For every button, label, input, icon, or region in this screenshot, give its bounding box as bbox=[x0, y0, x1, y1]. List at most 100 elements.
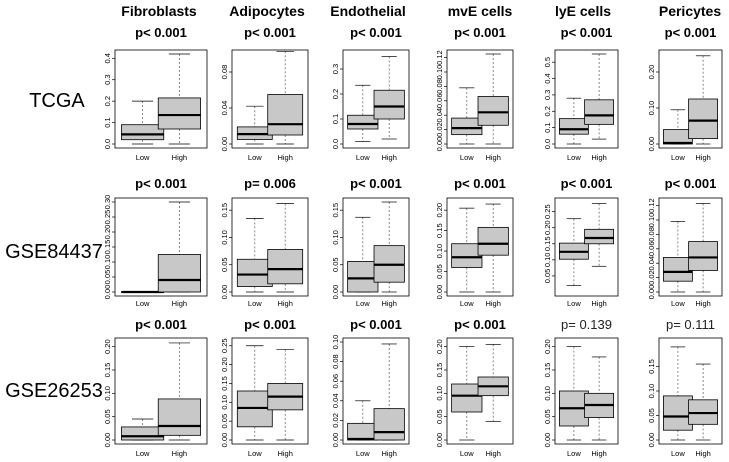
box-high bbox=[688, 363, 718, 441]
y-tick-label: 0.3 bbox=[331, 64, 340, 74]
y-tick-label: 0.06 bbox=[647, 241, 656, 256]
y-tick-label: 0.02 bbox=[435, 122, 444, 137]
y-tick-label: 0.5 bbox=[543, 57, 552, 67]
y-tick-label: 0.08 bbox=[647, 227, 656, 242]
panel-gse84437-pericytes: p< 0.001 0.000.020.040.060.080.100.12 Low H… bbox=[647, 176, 723, 308]
y-tick-label: 0.00 bbox=[220, 137, 229, 152]
iqr-box bbox=[347, 114, 379, 130]
plot-frame bbox=[342, 337, 410, 445]
x-label-low: Low bbox=[460, 449, 474, 458]
box-low bbox=[663, 109, 693, 145]
y-tick-label: 0.00 bbox=[435, 137, 444, 152]
iqr-box bbox=[236, 258, 273, 287]
y-tick-label: 0.1 bbox=[331, 114, 340, 124]
x-label-high: High bbox=[591, 299, 606, 308]
panel-gse26253-fibroblasts: p< 0.001 0.00 0.05 0.10 0.15 0.20 Low High bbox=[103, 317, 208, 458]
iqr-box bbox=[121, 426, 165, 441]
x-label-high: High bbox=[277, 449, 292, 458]
x-label-low: Low bbox=[356, 153, 370, 162]
box-high bbox=[373, 201, 405, 293]
y-tick-label: 0.00 bbox=[647, 433, 656, 448]
p-value-label: p= 0.006 bbox=[244, 176, 296, 191]
x-label-low: Low bbox=[136, 299, 150, 308]
y-tick-label: 0.4 bbox=[543, 73, 552, 83]
panel-tcga-pericytes: p< 0.001 0.00 0.10 0.20 Low High bbox=[647, 25, 723, 162]
y-tick-label: 0.00 bbox=[647, 285, 656, 300]
y-tick-label: 0.15 bbox=[543, 236, 552, 251]
y-tick-label: 0.15 bbox=[103, 363, 112, 378]
box-high bbox=[584, 53, 614, 140]
x-label-low: Low bbox=[356, 449, 370, 458]
x-label-low: Low bbox=[671, 153, 685, 162]
y-tick-label: 0.08 bbox=[220, 65, 229, 80]
plot-frame bbox=[342, 197, 410, 297]
box-high bbox=[157, 342, 201, 441]
x-label-high: High bbox=[381, 299, 396, 308]
x-label-low: Low bbox=[460, 299, 474, 308]
plot-frame bbox=[231, 337, 309, 445]
panel-gse26253-lye-cells: p= 0.139 0.00 0.05 0.10 0.15 0.20 Low High bbox=[543, 317, 619, 458]
y-tick-label: 0.06 bbox=[435, 93, 444, 108]
box-high bbox=[477, 203, 509, 293]
x-label-low: Low bbox=[671, 449, 685, 458]
col-title-pericytes: Pericytes bbox=[659, 3, 721, 19]
row-labels: TCGA GSE84437 GSE26253 bbox=[5, 90, 103, 402]
y-tick-label: 0.05 bbox=[331, 257, 340, 272]
y-tick-label: 0.00 bbox=[647, 137, 656, 152]
x-label-high: High bbox=[381, 153, 396, 162]
x-label-high: High bbox=[381, 449, 396, 458]
box-low bbox=[121, 100, 165, 145]
y-tick-label: 0.05 bbox=[647, 408, 656, 423]
y-tick-label: 0.10 bbox=[220, 230, 229, 245]
iqr-box bbox=[451, 383, 483, 413]
row-label-gse26253: GSE26253 bbox=[5, 380, 103, 402]
box-high bbox=[267, 50, 304, 145]
panel-tcga-mve-cells: p< 0.001 0.000.020.040.060.080.100.12 Low H… bbox=[435, 25, 514, 162]
y-tick-label: 0.05 bbox=[220, 414, 229, 429]
p-value-label: p< 0.001 bbox=[244, 317, 296, 332]
y-tick-label: 0.15 bbox=[220, 203, 229, 218]
x-label-low: Low bbox=[460, 153, 474, 162]
p-value-label: p= 0.139 bbox=[561, 317, 612, 332]
plot-frame bbox=[114, 49, 208, 149]
x-label-high: High bbox=[172, 153, 187, 162]
panel-gse26253-mve-cells: p< 0.001 0.00 0.05 0.10 0.15 0.20 Low High bbox=[435, 317, 514, 458]
iqr-box bbox=[688, 241, 718, 271]
panels: p< 0.001 0.0 0.1 0.2 0.3 0.4 Low High p< 0.001 0.… bbox=[103, 25, 723, 458]
y-tick-label: 0.20 bbox=[435, 339, 444, 354]
y-tick-label: 0.15 bbox=[647, 359, 656, 374]
y-tick-label: 0.20 bbox=[103, 339, 112, 354]
iqr-box bbox=[373, 408, 405, 441]
p-value-label: p< 0.001 bbox=[665, 176, 717, 191]
box-low bbox=[236, 105, 273, 145]
col-title-adipocytes: Adipocytes bbox=[229, 3, 305, 19]
iqr-box bbox=[584, 228, 614, 245]
y-tick-label: 0.20 bbox=[103, 225, 112, 240]
plot-frame bbox=[342, 49, 410, 149]
plot-frame bbox=[114, 337, 208, 445]
iqr-box bbox=[451, 243, 483, 268]
y-tick-label: 0.20 bbox=[543, 220, 552, 235]
y-tick-label: 0.2 bbox=[543, 106, 552, 116]
box-low bbox=[236, 345, 273, 441]
panel-gse26253-endothelial: p< 0.001 0.00 0.02 0.04 0.06 0.08 0.10 Low High bbox=[331, 317, 410, 458]
box-low bbox=[663, 346, 693, 441]
plot-frame bbox=[446, 337, 514, 445]
box-low bbox=[663, 221, 693, 293]
y-tick-label: 0.3 bbox=[103, 74, 112, 84]
box-high bbox=[373, 343, 405, 441]
iqr-box bbox=[347, 422, 379, 441]
y-tick-label: 0.10 bbox=[435, 386, 444, 401]
y-tick-label: 0.04 bbox=[435, 108, 444, 123]
y-tick-label: 0.1 bbox=[543, 122, 552, 132]
box-high bbox=[157, 201, 201, 293]
y-tick-label: 0.0 bbox=[331, 139, 340, 149]
y-tick-label: 0.00 bbox=[103, 433, 112, 448]
box-low bbox=[451, 346, 483, 441]
x-label-high: High bbox=[591, 153, 606, 162]
p-value-label: p< 0.001 bbox=[665, 25, 717, 40]
y-tick-label: 0.04 bbox=[220, 101, 229, 116]
x-label-low: Low bbox=[567, 449, 581, 458]
plot-frame bbox=[231, 49, 309, 149]
y-tick-label: 0.05 bbox=[435, 409, 444, 424]
